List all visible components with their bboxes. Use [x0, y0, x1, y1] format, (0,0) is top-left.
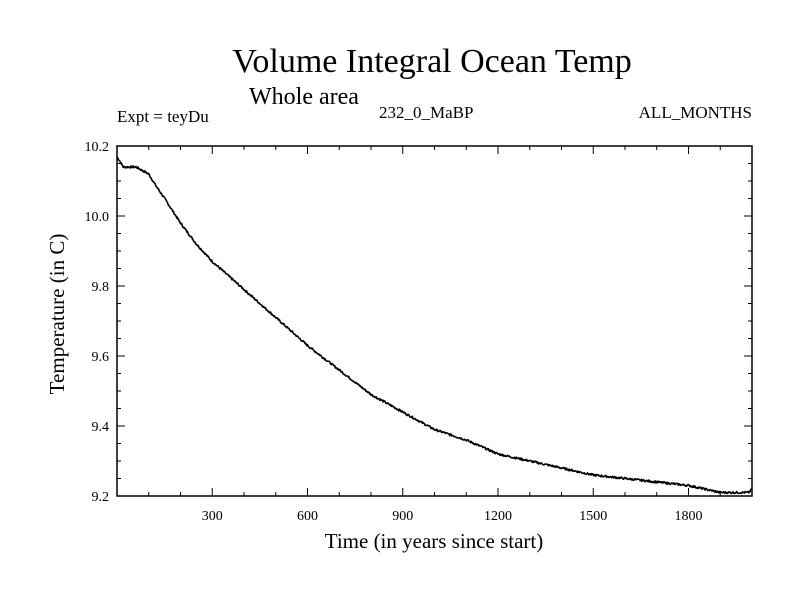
y-axis-label: Temperature (in C) [45, 234, 69, 395]
x-tick-label: 300 [202, 509, 223, 524]
plot-frame [116, 145, 753, 497]
x-tick-label: 900 [392, 509, 413, 524]
y-tick-label: 9.2 [92, 490, 110, 505]
chart-subtitle: Whole area [249, 84, 359, 110]
y-tick-label: 10.2 [85, 140, 110, 155]
season-label: ALL_MONTHS [639, 103, 752, 122]
series-line [116, 156, 753, 495]
x-axis-label: Time (in years since start) [325, 529, 544, 553]
experiment-label: Expt = teyDu [117, 107, 209, 126]
y-tick-label: 9.6 [92, 350, 110, 365]
run-label: 232_0_MaBP [379, 103, 473, 122]
y-tick-label: 9.8 [92, 280, 110, 295]
y-tick-label: 9.4 [92, 420, 110, 435]
x-tick-label: 1500 [579, 509, 607, 524]
x-tick-label: 600 [297, 509, 318, 524]
y-tick-label: 10.0 [85, 210, 110, 225]
x-tick-label: 1200 [484, 509, 512, 524]
chart-title: Volume Integral Ocean Temp [232, 43, 632, 80]
x-tick-label: 1800 [675, 509, 703, 524]
plot-area: 300 600 900 1200 1500 1800 9.2 9.4 9.6 9.8 10.0 10.… [85, 140, 753, 524]
